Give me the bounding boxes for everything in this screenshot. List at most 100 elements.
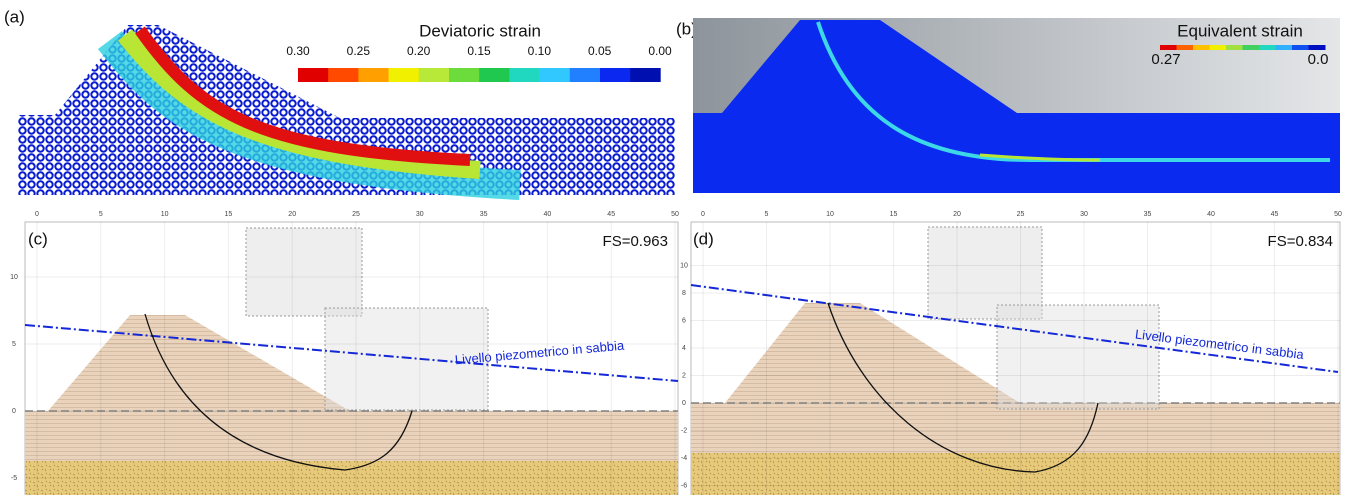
y-tick-label: 2 <box>682 372 686 379</box>
x-tick-label: 30 <box>416 211 424 218</box>
colorbar-swatch <box>1160 45 1177 50</box>
colorbar-tick-label: 0.25 <box>347 44 371 58</box>
colorbar-swatch <box>388 68 420 82</box>
zone <box>927 226 1043 320</box>
x-tick-label: 35 <box>480 211 488 218</box>
panel-a: (a) 0.30 0.25 0.20 0.15 0.10 0.05 0.00 Deviato… <box>4 7 675 200</box>
colorbar-tick-label: 0.00 <box>648 44 672 58</box>
colorbar-tick-label: 0.0 <box>1308 51 1329 68</box>
colorbar-tick-label: 0.10 <box>528 44 552 58</box>
piezometric-line <box>690 284 1339 373</box>
colorbar: 0.27 0.0 <box>1151 45 1328 68</box>
colorbar-swatch <box>328 68 359 82</box>
colorbar-tick-label: 0.27 <box>1151 51 1180 68</box>
clay-layer <box>25 411 678 461</box>
panel-b: (b) 0.27 0.0 Equivalent strain <box>676 18 1340 193</box>
y-tick-label: 5 <box>12 341 16 348</box>
embankment <box>722 20 1017 113</box>
embankment <box>725 303 1020 403</box>
colorbar-title: Equivalent strain <box>1177 21 1303 40</box>
colorbar-swatch <box>1226 45 1243 50</box>
colorbar-swatch <box>449 68 480 82</box>
zone <box>996 304 1160 410</box>
colorbar-swatch <box>630 68 661 82</box>
strain-band <box>816 21 1330 162</box>
y-tick-label: 0 <box>12 408 16 415</box>
y-tick-label: 0 <box>682 400 686 407</box>
piezometric-line <box>24 324 679 382</box>
y-tick-label: -4 <box>681 455 687 462</box>
colorbar-swatch <box>600 68 631 82</box>
fs-label: FS=0.834 <box>1268 233 1333 250</box>
colorbar-swatch <box>1259 45 1276 50</box>
y-tick-label: -5 <box>11 475 17 482</box>
colorbar-swatch <box>1292 45 1309 50</box>
y-tick-label: 10 <box>10 274 18 281</box>
clay-layer <box>691 403 1340 453</box>
y-tick-label: 10 <box>680 262 688 269</box>
embankment <box>48 315 350 411</box>
colorbar-swatch <box>1308 45 1326 50</box>
y-tick-label: 4 <box>682 345 686 352</box>
colorbar-swatch <box>1209 45 1227 50</box>
colorbar-swatch <box>1176 45 1194 50</box>
colorbar-swatch <box>1193 45 1210 50</box>
colorbar: 0.30 0.25 0.20 0.15 0.10 0.05 0.00 <box>286 44 672 82</box>
panel-label: (a) <box>4 7 25 26</box>
x-tick-label: 50 <box>1334 211 1342 218</box>
y-tick-label: 6 <box>682 317 686 324</box>
colorbar-tick-label: 0.30 <box>286 44 310 58</box>
panel-label: (c) <box>28 229 48 248</box>
x-tick-label: 10 <box>826 211 834 218</box>
sand-layer <box>691 453 1340 495</box>
x-tick-label: 50 <box>671 211 679 218</box>
x-tick-label: 25 <box>1017 211 1025 218</box>
colorbar-swatch <box>539 68 571 82</box>
slip-surface <box>827 302 1099 473</box>
colorbar-swatch <box>1275 45 1293 50</box>
colorbar-swatch <box>298 68 329 82</box>
zone <box>245 227 363 317</box>
strain-band <box>135 26 471 166</box>
x-tick-label: 15 <box>225 211 233 218</box>
x-tick-label: 25 <box>352 211 360 218</box>
x-tick-label: 0 <box>35 211 39 218</box>
ground <box>693 113 1340 193</box>
x-tick-label: 15 <box>890 211 898 218</box>
colorbar-swatch <box>358 68 389 82</box>
strain-band <box>98 30 521 200</box>
colorbar-tick-label: 0.20 <box>407 44 431 58</box>
panel-c: Livello piezometrico in sabbia FS=0.963 … <box>24 221 679 495</box>
colorbar-swatch <box>479 68 510 82</box>
x-tick-label: 35 <box>1144 211 1152 218</box>
y-tick-label: 8 <box>682 290 686 297</box>
strain-band <box>979 153 1101 162</box>
colorbar-tick-label: 0.05 <box>588 44 612 58</box>
x-tick-label: 20 <box>288 211 296 218</box>
panel-label: (b) <box>676 19 697 38</box>
x-tick-label: 20 <box>953 211 961 218</box>
x-tick-label: 45 <box>1271 211 1279 218</box>
colorbar-swatch <box>509 68 540 82</box>
zone <box>324 307 489 411</box>
x-tick-label: 45 <box>607 211 615 218</box>
colorbar-swatch <box>1242 45 1260 50</box>
colorbar-tick-label: 0.15 <box>467 44 491 58</box>
x-tick-label: 5 <box>99 211 103 218</box>
x-tick-label: 0 <box>701 211 705 218</box>
y-tick-label: -6 <box>681 482 687 489</box>
panel-d: Livello piezometrico in sabbia FS=0.834 … <box>690 221 1341 495</box>
x-tick-label: 30 <box>1080 211 1088 218</box>
y-tick-label: -2 <box>681 427 687 434</box>
particles <box>18 25 675 195</box>
colorbar-swatch <box>569 68 601 82</box>
x-tick-label: 40 <box>544 211 552 218</box>
fs-label: FS=0.963 <box>603 233 668 250</box>
colorbar-title: Deviatoric strain <box>419 21 541 40</box>
sand-layer <box>25 461 678 495</box>
slip-surface <box>144 313 413 471</box>
x-tick-label: 5 <box>765 211 769 218</box>
x-tick-label: 10 <box>161 211 169 218</box>
panel-label: (d) <box>693 229 714 248</box>
